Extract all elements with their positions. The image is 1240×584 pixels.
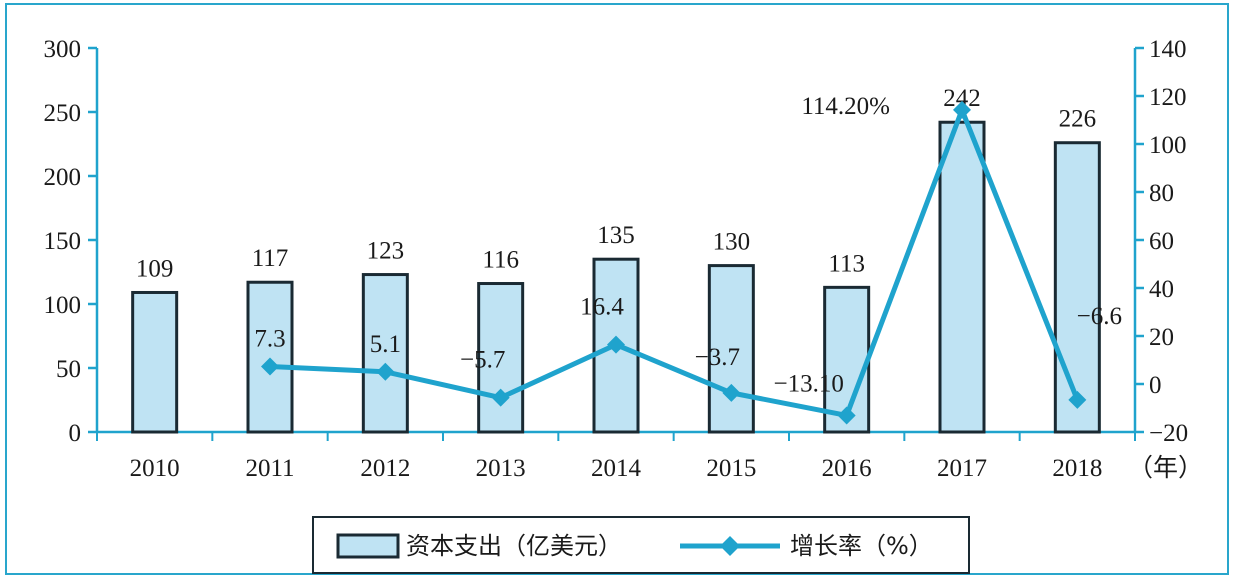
- left-tick-label: 300: [44, 36, 82, 63]
- x-tick-label: 2013: [476, 455, 526, 482]
- growth-labels: 7.3 5.1 −5.7 16.4 −3.7 −13.10 114.20% −6.6: [254, 93, 1122, 398]
- x-tick-label: 2017: [937, 455, 987, 482]
- right-tick-label: 20: [1149, 324, 1174, 351]
- x-tick-labels: 2010 2011 2012 2013 2014 2015 2016 2017 2018: [130, 455, 1103, 482]
- growth-value-label: 114.20%: [801, 93, 890, 120]
- growth-value-label: −3.7: [695, 344, 740, 371]
- x-tick-label: 2010: [130, 455, 180, 482]
- x-tick-label: 2016: [822, 455, 872, 482]
- left-tick-label: 0: [69, 420, 82, 447]
- right-tick-label: −20: [1149, 420, 1188, 447]
- legend: 资本支出（亿美元） 增长率（%）: [312, 516, 970, 574]
- bar-2017: [938, 120, 986, 434]
- growth-marker-2014: [607, 335, 625, 354]
- legend-box: [312, 516, 970, 574]
- growth-value-label: −6.6: [1077, 303, 1122, 330]
- growth-value-label: 5.1: [370, 331, 401, 358]
- legend-bar-label: 资本支出（亿美元）: [406, 532, 622, 560]
- growth-marker-2012: [376, 362, 395, 381]
- x-tick-label: 2015: [706, 455, 756, 482]
- x-tick-label: 2012: [360, 455, 410, 482]
- right-tick-label: 120: [1149, 84, 1187, 111]
- left-tick-label: 50: [56, 356, 81, 383]
- growth-marker-2015: [722, 383, 741, 402]
- right-tick-label: 140: [1149, 36, 1187, 63]
- left-tick-label: 150: [44, 228, 82, 255]
- bar-2010: [131, 290, 179, 434]
- bar-2013: [477, 282, 525, 434]
- growth-marker-2011: [261, 357, 279, 376]
- right-tick-label: 0: [1149, 372, 1162, 399]
- right-tick-label: 40: [1149, 276, 1174, 303]
- growth-marker-2017: [953, 100, 971, 119]
- growth-value-label: −5.7: [460, 347, 505, 374]
- bar-value-label: 117: [252, 245, 289, 272]
- legend-line-label: 增长率（%）: [790, 532, 933, 560]
- growth-marker-2016: [837, 406, 856, 425]
- bars: [131, 120, 1101, 434]
- x-tick-label: 2014: [591, 455, 642, 482]
- legend-bar-swatch: [336, 533, 400, 559]
- left-tick-label: 100: [44, 292, 82, 319]
- bar-2018: [1053, 141, 1101, 434]
- bar-2011: [246, 280, 294, 434]
- growth-value-label: 7.3: [254, 325, 285, 352]
- x-tick-label: 2011: [245, 455, 294, 482]
- growth-value-label: −13.10: [773, 370, 843, 397]
- growth-line: [261, 100, 1087, 425]
- right-tick-label: 80: [1149, 180, 1174, 207]
- x-tick-label: 2018: [1052, 455, 1102, 482]
- bar-value-label: 135: [597, 222, 635, 249]
- bar-value-label: 226: [1059, 106, 1097, 133]
- legend-line-marker: [720, 536, 740, 556]
- x-axis-unit: （年）: [1128, 454, 1203, 482]
- bar-value-label: 116: [482, 247, 519, 274]
- growth-polyline: [269, 107, 1080, 418]
- bar-2012: [361, 273, 409, 434]
- growth-marker-2018: [1068, 390, 1087, 409]
- bar-value-label: 113: [828, 250, 865, 277]
- bar-value-label: 130: [713, 229, 751, 256]
- left-tick-label: 200: [44, 164, 82, 191]
- growth-marker-2013: [491, 388, 510, 407]
- right-tick-label: 60: [1149, 228, 1174, 255]
- bar-value-label: 109: [136, 255, 174, 282]
- bar-value-label: 123: [367, 238, 405, 265]
- growth-value-label: 16.4: [580, 294, 624, 321]
- right-tick-label: 100: [1149, 132, 1187, 159]
- bar-2015: [707, 264, 755, 434]
- left-tick-label: 250: [44, 100, 82, 127]
